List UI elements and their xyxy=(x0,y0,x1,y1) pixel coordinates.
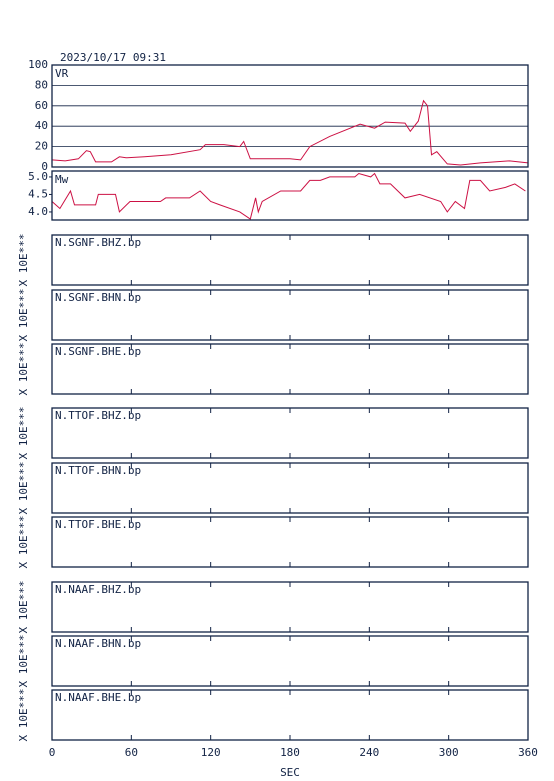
y-tick-label: 5.0 xyxy=(28,170,48,183)
y-tick-label: 80 xyxy=(35,78,48,91)
panel-label: N.NAAF.BHE.bp xyxy=(55,691,141,704)
x-tick-label: 240 xyxy=(359,746,379,759)
panel-label: Mw xyxy=(55,173,69,186)
y-axis-label: X 10E*** xyxy=(17,234,30,287)
y-axis-label: X 10E*** xyxy=(17,635,30,688)
y-axis-label: X 10E*** xyxy=(17,289,30,342)
panel-label: N.TTOF.BHE.bp xyxy=(55,518,141,531)
series-line xyxy=(51,172,526,220)
date-title: 2023/10/17 09:31 xyxy=(60,51,166,64)
x-tick-label: 180 xyxy=(280,746,300,759)
panel-label: N.NAAF.BHZ.bp xyxy=(55,583,141,596)
y-tick-label: 4.0 xyxy=(28,205,48,218)
x-tick-label: 60 xyxy=(125,746,138,759)
series-line xyxy=(51,99,529,166)
panel-label: VR xyxy=(55,67,69,80)
y-axis-label: X 10E*** xyxy=(17,581,30,634)
x-axis-label: SEC xyxy=(280,766,300,779)
panel-frame xyxy=(51,170,529,221)
panel-label: N.TTOF.BHN.bp xyxy=(55,464,141,477)
y-tick-label: 20 xyxy=(35,140,48,153)
y-axis-label: X 10E*** xyxy=(17,516,30,569)
panel-label: N.SGNF.BHE.bp xyxy=(55,345,141,358)
panel-label: N.SGNF.BHN.bp xyxy=(55,291,141,304)
y-tick-label: 4.5 xyxy=(28,187,48,200)
x-tick-label: 300 xyxy=(439,746,459,759)
x-tick-label: 0 xyxy=(49,746,56,759)
panel-label: N.SGNF.BHZ.bp xyxy=(55,236,141,249)
y-axis-label: X 10E*** xyxy=(17,407,30,460)
y-axis-label: X 10E*** xyxy=(17,343,30,396)
panel-frame xyxy=(51,64,529,168)
panel-label: N.TTOF.BHZ.bp xyxy=(55,409,141,422)
y-axis-label: X 10E*** xyxy=(17,462,30,515)
x-tick-label: 360 xyxy=(518,746,538,759)
panel-label: N.NAAF.BHN.bp xyxy=(55,637,141,650)
y-tick-label: 40 xyxy=(35,119,48,132)
y-tick-label: 60 xyxy=(35,99,48,112)
x-tick-label: 120 xyxy=(201,746,221,759)
y-tick-label: 100 xyxy=(28,58,48,71)
y-axis-label: X 10E*** xyxy=(17,689,30,742)
y-tick-label: 0 xyxy=(41,160,48,173)
